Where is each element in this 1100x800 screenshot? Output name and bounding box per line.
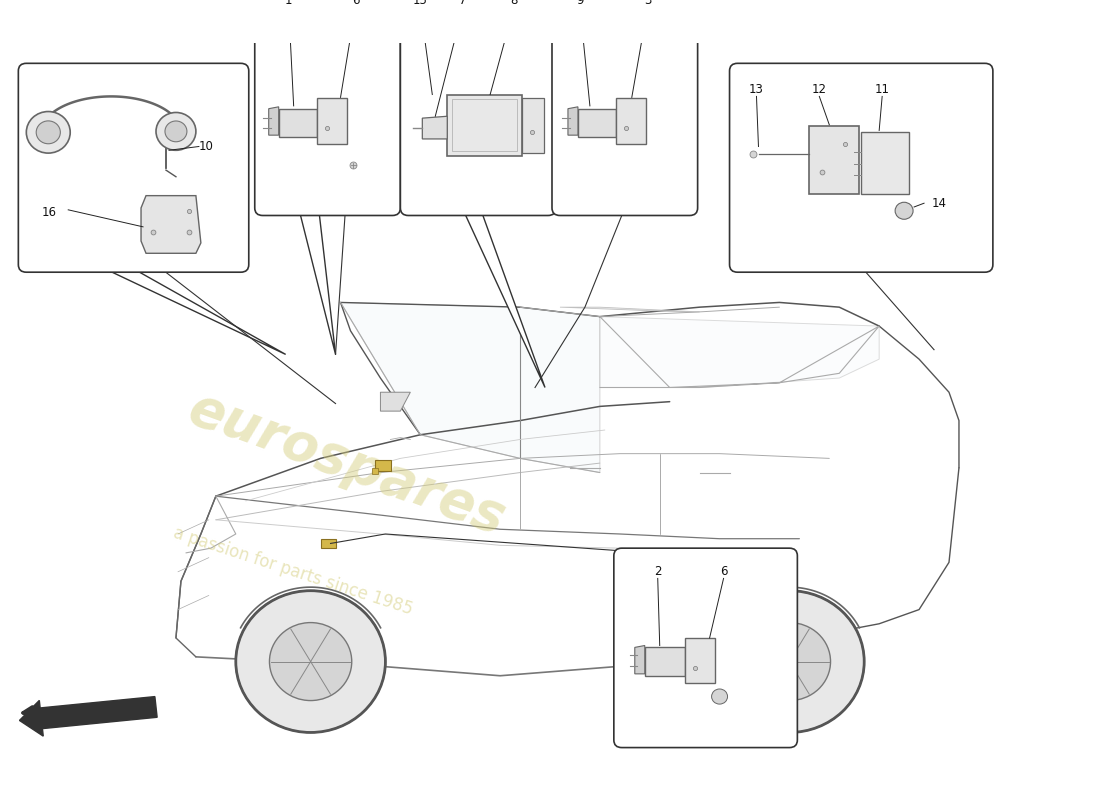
Polygon shape <box>600 317 879 387</box>
FancyBboxPatch shape <box>729 63 993 272</box>
Polygon shape <box>298 208 336 354</box>
Text: 1: 1 <box>285 0 293 6</box>
Text: 8: 8 <box>510 0 518 6</box>
Polygon shape <box>560 307 700 312</box>
Circle shape <box>165 121 187 142</box>
Bar <box>522 98 544 153</box>
Text: 7: 7 <box>460 0 467 6</box>
Polygon shape <box>96 265 286 354</box>
Text: 3: 3 <box>645 0 651 6</box>
Bar <box>278 109 317 137</box>
Bar <box>317 98 346 144</box>
Text: 6: 6 <box>352 0 360 6</box>
FancyArrow shape <box>20 697 157 736</box>
Text: 10: 10 <box>198 140 213 153</box>
Polygon shape <box>381 392 410 411</box>
FancyBboxPatch shape <box>255 0 400 215</box>
Circle shape <box>715 590 865 733</box>
Text: a passion for parts since 1985: a passion for parts since 1985 <box>170 524 415 618</box>
Bar <box>616 98 646 144</box>
Polygon shape <box>635 646 645 674</box>
Bar <box>578 109 616 137</box>
Polygon shape <box>341 302 600 473</box>
Text: 16: 16 <box>42 206 57 219</box>
Text: 11: 11 <box>874 83 890 96</box>
Text: 13: 13 <box>749 83 763 96</box>
Text: 14: 14 <box>932 197 946 210</box>
Polygon shape <box>268 107 278 135</box>
Bar <box>452 99 517 151</box>
Polygon shape <box>141 196 201 254</box>
Bar <box>810 126 859 194</box>
Bar <box>375 460 392 470</box>
Circle shape <box>156 113 196 150</box>
Text: 15: 15 <box>412 0 428 6</box>
Bar <box>320 538 336 548</box>
Polygon shape <box>462 208 544 387</box>
Text: 6: 6 <box>719 566 727 578</box>
FancyBboxPatch shape <box>400 0 556 215</box>
FancyBboxPatch shape <box>614 548 798 747</box>
Circle shape <box>235 590 385 733</box>
Text: eurospares: eurospares <box>180 382 512 545</box>
FancyBboxPatch shape <box>19 63 249 272</box>
Circle shape <box>895 202 913 219</box>
Circle shape <box>270 622 352 701</box>
Text: 2: 2 <box>654 566 661 578</box>
Bar <box>684 638 715 683</box>
FancyBboxPatch shape <box>552 0 697 215</box>
Bar <box>861 132 909 194</box>
Circle shape <box>26 111 70 153</box>
Circle shape <box>36 121 60 144</box>
Circle shape <box>748 622 830 701</box>
Text: 9: 9 <box>576 0 584 6</box>
Circle shape <box>712 689 727 704</box>
Polygon shape <box>568 107 578 135</box>
Bar <box>645 647 684 676</box>
Bar <box>448 94 522 156</box>
Polygon shape <box>422 116 448 139</box>
Text: 12: 12 <box>812 83 827 96</box>
